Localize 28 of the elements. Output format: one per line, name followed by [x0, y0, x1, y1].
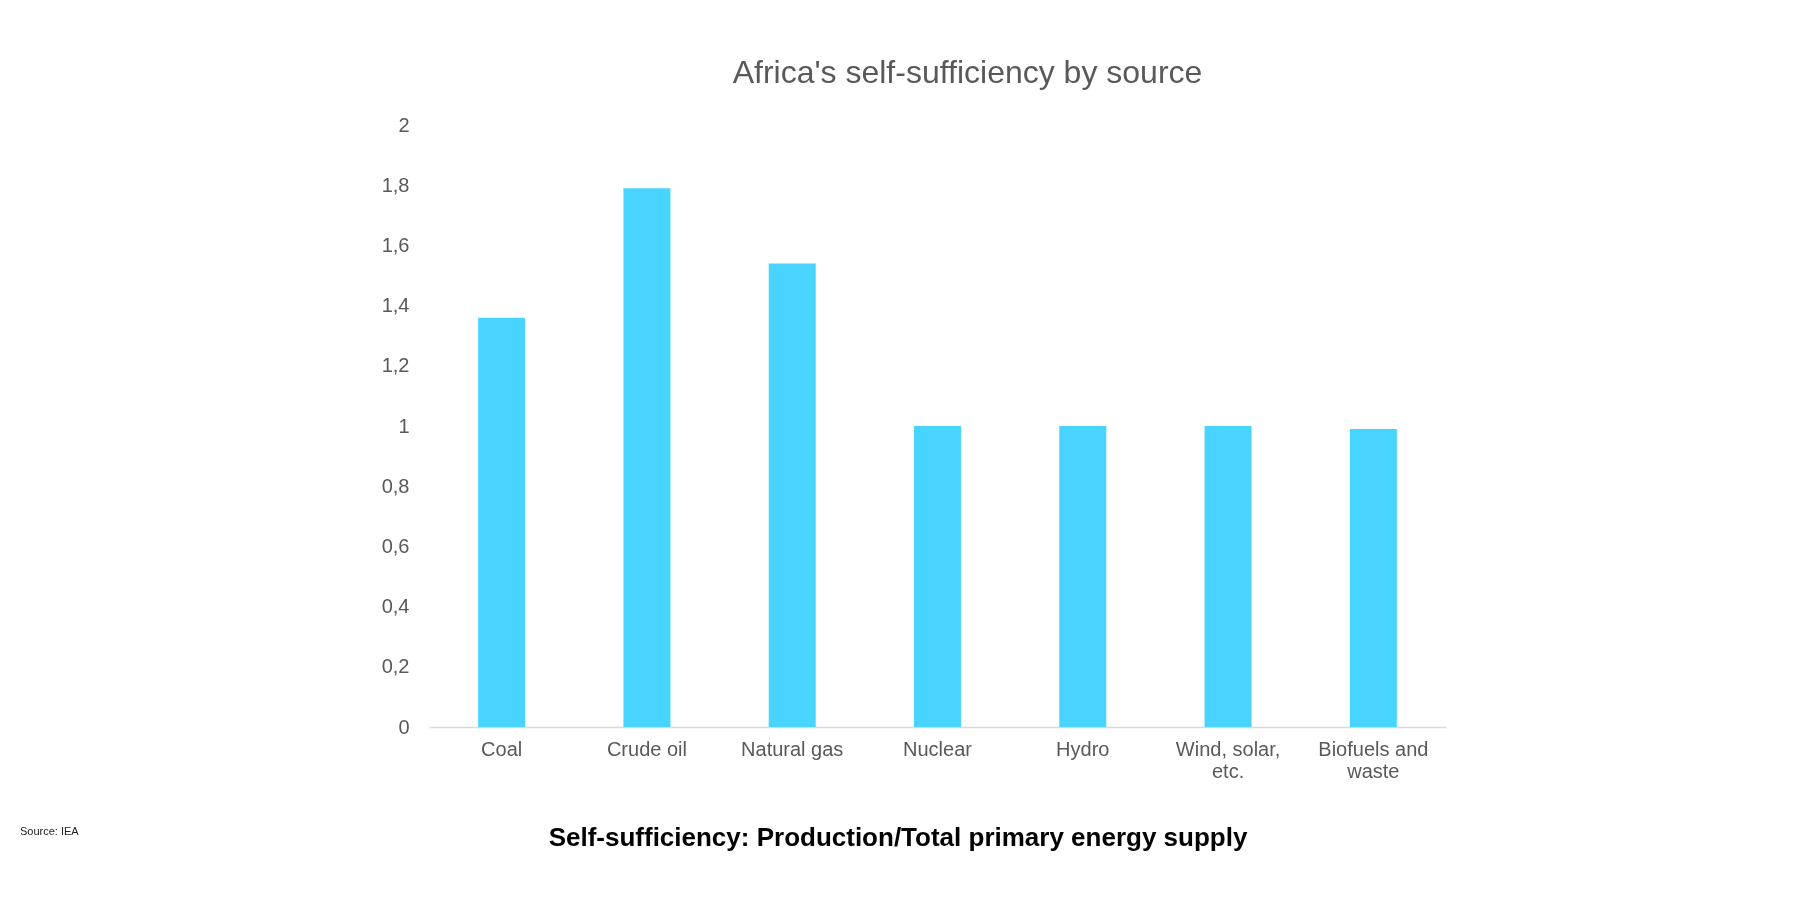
y-tick-label: 0 — [398, 715, 410, 738]
x-tick-label: Crude oil — [606, 737, 687, 760]
source-note: Source: IEA — [20, 825, 80, 837]
text: Self-sufficiency: Production/Total primary energy supply — [548, 822, 1248, 852]
x-tick-label: Hydro — [1056, 737, 1110, 760]
x-tick-label: Natural gas — [741, 737, 844, 760]
y-tick-label: 0,8 — [381, 474, 410, 497]
x-tick-label: Nuclear — [903, 737, 973, 760]
bar — [1059, 426, 1107, 727]
bar — [768, 263, 816, 727]
x-tick-label: Coal — [481, 737, 523, 760]
y-tick-label: 1 — [398, 414, 410, 437]
bar — [478, 317, 526, 727]
bar — [1349, 429, 1397, 727]
y-tick-label: 1,8 — [381, 173, 410, 196]
x-tick-label: Wind, solar, etc. — [1175, 737, 1281, 782]
y-tick-label: 0,4 — [381, 595, 410, 618]
bar — [1204, 426, 1252, 727]
y-tick-label: 2 — [398, 113, 410, 136]
bar — [623, 188, 671, 727]
y-tick-label: 0,2 — [381, 655, 410, 678]
x-tick-label: Biofuels and waste — [1318, 737, 1429, 782]
bar — [914, 426, 961, 727]
y-tick-label: 1,4 — [381, 294, 410, 317]
chart-title: Africa's self-sufficiency by source — [732, 54, 1203, 90]
y-tick-label: 1,2 — [381, 354, 410, 377]
y-tick-label: 0,6 — [381, 534, 410, 557]
y-tick-label: 1,6 — [381, 233, 410, 256]
